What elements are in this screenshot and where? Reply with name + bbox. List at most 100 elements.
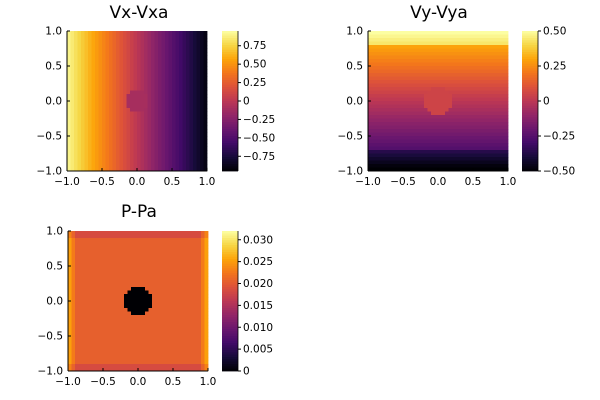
heat-cell — [197, 266, 202, 270]
heat-cell — [487, 157, 491, 161]
heat-cell — [147, 118, 152, 123]
heat-cell — [396, 125, 400, 130]
heat-cell — [71, 308, 76, 312]
heat-cell — [154, 111, 159, 116]
heat-cell — [96, 360, 100, 365]
heat-cell — [187, 269, 191, 274]
heat-cell — [431, 101, 435, 105]
heat-cell — [144, 97, 148, 102]
heat-cell — [88, 45, 92, 49]
heat-cell — [159, 364, 163, 368]
heat-cell — [161, 153, 166, 158]
heat-cell — [469, 55, 474, 60]
heat-cell — [382, 73, 386, 77]
heat-cell — [77, 101, 82, 105]
heat-cell — [155, 301, 160, 305]
heat-cell — [169, 294, 174, 298]
heat-cell — [109, 139, 113, 144]
heat-cell — [189, 90, 194, 95]
heat-cell — [110, 290, 114, 295]
heat-cell — [204, 252, 209, 256]
heat-cell — [78, 339, 83, 344]
heat-cell — [119, 97, 124, 102]
heat-cell — [165, 41, 169, 46]
heat-cell — [89, 259, 93, 263]
heat-cell — [113, 280, 118, 284]
heat-cell — [424, 90, 428, 95]
heat-cell — [427, 69, 432, 74]
heat-cell — [452, 66, 456, 70]
heat-cell — [175, 97, 180, 102]
heat-cell — [169, 287, 174, 291]
heat-cell — [455, 111, 460, 116]
heat-cell — [89, 231, 93, 235]
heatmap-cells — [67, 31, 208, 172]
heat-cell — [74, 38, 78, 42]
colorbar-step — [522, 40, 538, 44]
heat-cell — [137, 150, 141, 154]
heat-cell — [144, 80, 148, 84]
heat-cell — [469, 115, 474, 119]
heat-cell — [466, 87, 470, 91]
heat-cell — [99, 238, 104, 242]
heat-cell — [200, 90, 204, 95]
heat-cell — [162, 357, 167, 361]
heat-cell — [117, 252, 121, 256]
heat-cell — [105, 146, 110, 151]
heat-cell — [159, 248, 163, 253]
heat-cell — [123, 69, 127, 74]
heat-cell — [88, 87, 92, 91]
heat-cell — [75, 283, 79, 288]
heat-cell — [173, 311, 177, 316]
heat-cell — [490, 153, 495, 158]
heat-cell — [148, 350, 153, 354]
heat-cell — [119, 157, 124, 161]
heat-cell — [438, 48, 442, 53]
heat-cell — [175, 69, 180, 74]
heat-cell — [68, 301, 72, 305]
heat-cell — [182, 101, 187, 105]
heat-cell — [95, 59, 99, 63]
heat-cell — [406, 90, 411, 95]
heat-cell — [70, 129, 75, 133]
heat-cell — [133, 150, 138, 154]
heat-cell — [441, 76, 446, 81]
heat-cell — [89, 276, 93, 281]
heat-cell — [466, 52, 470, 56]
heat-cell — [98, 129, 103, 133]
heat-cell — [89, 318, 93, 323]
heat-cell — [137, 129, 141, 133]
heat-cell — [466, 45, 470, 49]
heat-cell — [110, 357, 114, 361]
heat-cell — [375, 83, 379, 88]
heat-cell — [103, 252, 107, 256]
heat-cell — [147, 62, 152, 67]
heat-cell — [117, 346, 121, 351]
heat-cell — [68, 297, 72, 302]
heat-cell — [473, 48, 477, 53]
heat-cell — [438, 125, 442, 130]
heat-cell — [399, 87, 404, 91]
heat-cell — [140, 122, 145, 126]
heat-cell — [133, 52, 138, 56]
heat-cell — [92, 238, 97, 242]
heat-cell — [95, 80, 99, 84]
heat-cell — [410, 66, 414, 70]
heat-cell — [158, 111, 162, 116]
heat-cell — [105, 153, 110, 158]
heat-cell — [124, 262, 128, 267]
heat-cell — [173, 290, 177, 295]
heat-cell — [120, 343, 125, 347]
heat-cell — [154, 136, 159, 140]
heat-cell — [200, 139, 204, 144]
heat-cell — [371, 90, 376, 95]
heat-cell — [110, 308, 114, 312]
heat-cell — [173, 266, 177, 270]
heat-cell — [145, 336, 149, 340]
heat-cell — [385, 55, 390, 60]
heat-cell — [189, 167, 194, 172]
heat-cell — [476, 136, 481, 140]
heat-cell — [67, 52, 71, 56]
heat-cell — [501, 132, 505, 137]
heat-cell — [382, 160, 386, 165]
